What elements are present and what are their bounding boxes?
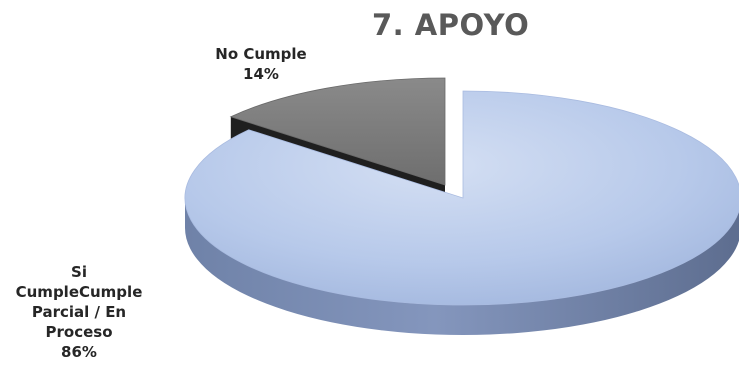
pie-slice-si-cumple <box>184 90 739 335</box>
slice-label-si-line-2: CumpleCumple <box>15 283 143 301</box>
data-label-no-cumple: No Cumple 14% <box>196 44 326 84</box>
slice-label-no-cumple: No Cumple <box>215 45 307 63</box>
chart-title: 7. APOYO <box>372 8 530 42</box>
slice-percent-no-cumple: 14% <box>243 65 279 83</box>
slice-percent-si-cumple: 86% <box>61 343 97 361</box>
data-label-si-cumple: Si CumpleCumple Parcial / En Proceso 86% <box>0 262 158 362</box>
slice-label-si-line-4: Proceso <box>45 323 113 341</box>
slice-label-si-line-3: Parcial / En <box>31 303 127 321</box>
slice-label-si-line-1: Si <box>71 263 87 281</box>
